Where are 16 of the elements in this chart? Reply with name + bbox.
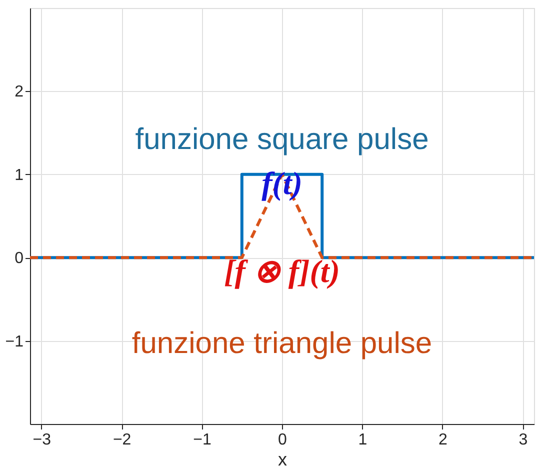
annotation: funzione triangle pulse — [132, 327, 432, 360]
annotation: [f ⊗ f](t) — [224, 253, 340, 289]
x-tick-label: −3 — [32, 432, 52, 448]
x-tick-label: −2 — [112, 432, 132, 448]
annotation: f(t) — [262, 165, 302, 201]
y-tick-label: 0 — [14, 250, 24, 268]
annotation: funzione square pulse — [135, 123, 429, 156]
x-axis-title: x — [278, 450, 287, 470]
x-tick-label: −1 — [193, 432, 212, 448]
x-tick-label: 2 — [438, 432, 448, 448]
y-tick-label: 1 — [14, 166, 24, 184]
x-tick-label: 1 — [358, 432, 368, 448]
x-tick-label: 0 — [278, 432, 288, 448]
y-tick-label: −1 — [5, 333, 24, 350]
y-tick-label: 2 — [14, 84, 24, 101]
x-tick-label: 3 — [518, 432, 528, 448]
